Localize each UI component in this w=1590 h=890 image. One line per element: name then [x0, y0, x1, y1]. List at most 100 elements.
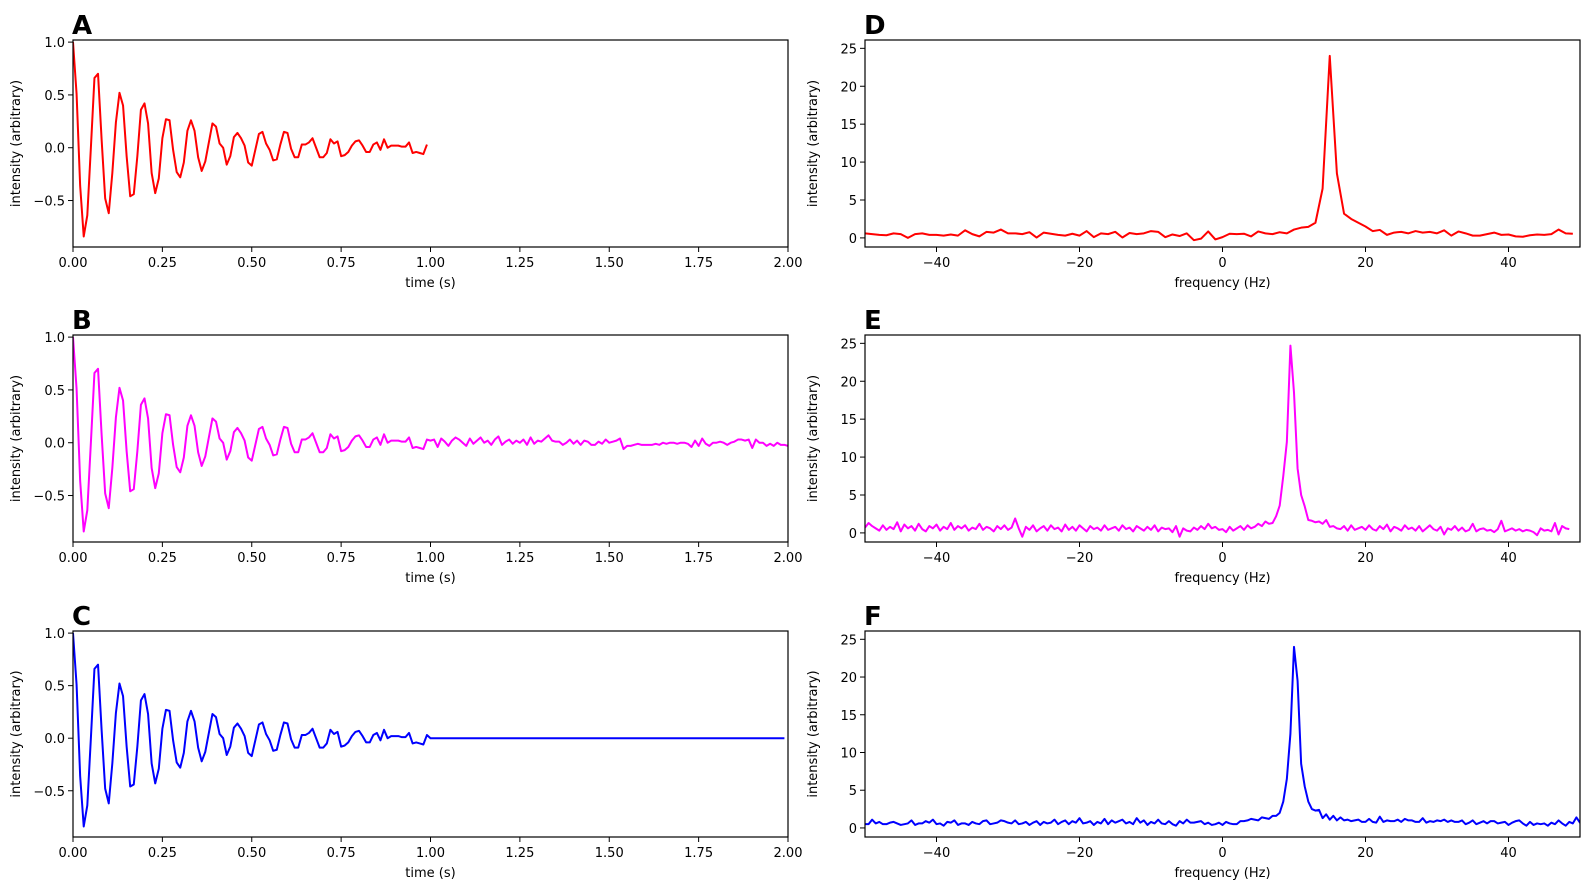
axes-frame — [864, 630, 1581, 838]
x-tick-label: 0.25 — [148, 256, 177, 271]
series-line-A — [73, 42, 428, 238]
panel-C: C 0.00 0.25 0.50 0.75 1.00 1.25 1.50 1.75 2.00 −0.… — [9, 602, 802, 881]
axes-frame — [72, 39, 789, 248]
y-tick-label: 5 — [849, 489, 857, 504]
x-axis-label: time (s) — [405, 571, 455, 586]
y-tick-label: 20 — [840, 80, 857, 95]
y-tick-label: 0.0 — [44, 437, 65, 452]
x-tick-label: −20 — [1066, 846, 1093, 861]
x-tick-label: 20 — [1357, 256, 1374, 271]
y-tick-label: −0.5 — [33, 785, 65, 800]
y-tick-label: 10 — [840, 451, 857, 466]
x-tick-label: 0.75 — [327, 256, 356, 271]
series-line-E — [865, 344, 1570, 538]
x-tick-label: 1.50 — [595, 256, 624, 271]
y-axis-label: intensity (arbitrary) — [806, 80, 821, 207]
x-tick-label: 0.75 — [327, 551, 356, 566]
y-tick-label: 1.0 — [44, 627, 65, 642]
series-line-F — [865, 645, 1580, 827]
y-tick-label: 0.5 — [44, 89, 65, 104]
x-tick-label: 0.50 — [237, 846, 266, 861]
y-tick-label: 0 — [849, 232, 857, 247]
y-tick-label: 20 — [840, 375, 857, 390]
x-tick-label: −40 — [923, 846, 950, 861]
x-tick-label: 0 — [1218, 551, 1226, 566]
x-tick-label: 1.75 — [684, 846, 713, 861]
axes-frame — [72, 630, 789, 838]
x-tick-label: 1.50 — [595, 551, 624, 566]
x-axis-label: time (s) — [405, 276, 455, 291]
x-tick-label: 0.00 — [59, 551, 88, 566]
y-tick-label: 0 — [849, 527, 857, 542]
x-tick-label: 1.00 — [416, 256, 445, 271]
x-tick-label: 0.00 — [59, 256, 88, 271]
y-tick-label: 1.0 — [44, 331, 65, 346]
series-line-D — [865, 54, 1573, 242]
y-tick-label: 5 — [849, 194, 857, 209]
x-tick-label: 20 — [1357, 551, 1374, 566]
x-tick-label: 0 — [1218, 846, 1226, 861]
y-tick-label: 15 — [840, 413, 857, 428]
x-axis-label: time (s) — [405, 866, 455, 881]
panel-letter: A — [72, 11, 92, 41]
y-tick-label: 0.0 — [44, 732, 65, 747]
x-tick-label: −20 — [1066, 256, 1093, 271]
x-tick-label: 0.25 — [148, 551, 177, 566]
series-line-B — [73, 337, 788, 533]
x-tick-label: 40 — [1500, 846, 1517, 861]
y-axis-label: intensity (arbitrary) — [9, 80, 24, 207]
axes-frame — [864, 39, 1581, 248]
x-tick-label: 1.25 — [505, 551, 534, 566]
y-tick-label: 0.5 — [44, 384, 65, 399]
x-tick-label: 2.00 — [774, 846, 803, 861]
panel-letter: D — [864, 11, 886, 41]
y-axis-label: intensity (arbitrary) — [806, 670, 821, 797]
x-tick-label: −20 — [1066, 551, 1093, 566]
x-tick-label: 1.00 — [416, 551, 445, 566]
x-tick-label: 0.75 — [327, 846, 356, 861]
y-tick-label: −0.5 — [33, 490, 65, 505]
y-tick-label: 10 — [840, 156, 857, 171]
y-tick-label: 20 — [840, 671, 857, 686]
x-tick-label: −40 — [923, 551, 950, 566]
x-tick-label: 1.25 — [505, 256, 534, 271]
y-tick-label: 25 — [840, 633, 857, 648]
y-axis-label: intensity (arbitrary) — [806, 375, 821, 502]
x-axis-label: frequency (Hz) — [1174, 571, 1270, 586]
x-tick-label: 1.75 — [684, 551, 713, 566]
y-tick-label: 15 — [840, 709, 857, 724]
y-tick-label: 10 — [840, 746, 857, 761]
panel-E: E −40 −20 0 20 40 0 5 10 15 20 25 frequency (Hz) inte… — [806, 306, 1581, 586]
y-tick-label: 15 — [840, 118, 857, 133]
panel-A: A 0.00 0.25 0.50 0.75 1.00 1.25 1.50 1.75 2.00 −0.… — [9, 11, 802, 291]
x-tick-label: 2.00 — [774, 551, 803, 566]
panel-B: B 0.00 0.25 0.50 0.75 1.00 1.25 1.50 1.75 2.00 −0.… — [9, 306, 802, 586]
axes-frame — [864, 334, 1581, 543]
y-axis-label: intensity (arbitrary) — [9, 375, 24, 502]
y-tick-label: 0.0 — [44, 142, 65, 157]
series-line-C — [73, 633, 785, 828]
x-tick-label: 1.75 — [684, 256, 713, 271]
y-tick-label: 0 — [849, 822, 857, 837]
y-tick-label: −0.5 — [33, 195, 65, 210]
x-tick-label: 0.50 — [237, 551, 266, 566]
x-tick-label: 0.25 — [148, 846, 177, 861]
x-axis-label: frequency (Hz) — [1174, 276, 1270, 291]
y-tick-label: 0.5 — [44, 680, 65, 695]
panel-letter: B — [72, 306, 92, 336]
x-tick-label: −40 — [923, 256, 950, 271]
x-tick-label: 1.00 — [416, 846, 445, 861]
panel-letter: E — [864, 306, 882, 336]
x-tick-label: 0 — [1218, 256, 1226, 271]
x-axis-label: frequency (Hz) — [1174, 866, 1270, 881]
x-tick-label: 0.50 — [237, 256, 266, 271]
axes-frame — [72, 334, 789, 543]
y-tick-label: 1.0 — [44, 36, 65, 51]
x-tick-label: 1.50 — [595, 846, 624, 861]
y-tick-label: 25 — [840, 337, 857, 352]
x-tick-label: 0.00 — [59, 846, 88, 861]
y-tick-label: 25 — [840, 42, 857, 57]
panel-letter: F — [864, 602, 882, 632]
panel-letter: C — [72, 602, 91, 632]
